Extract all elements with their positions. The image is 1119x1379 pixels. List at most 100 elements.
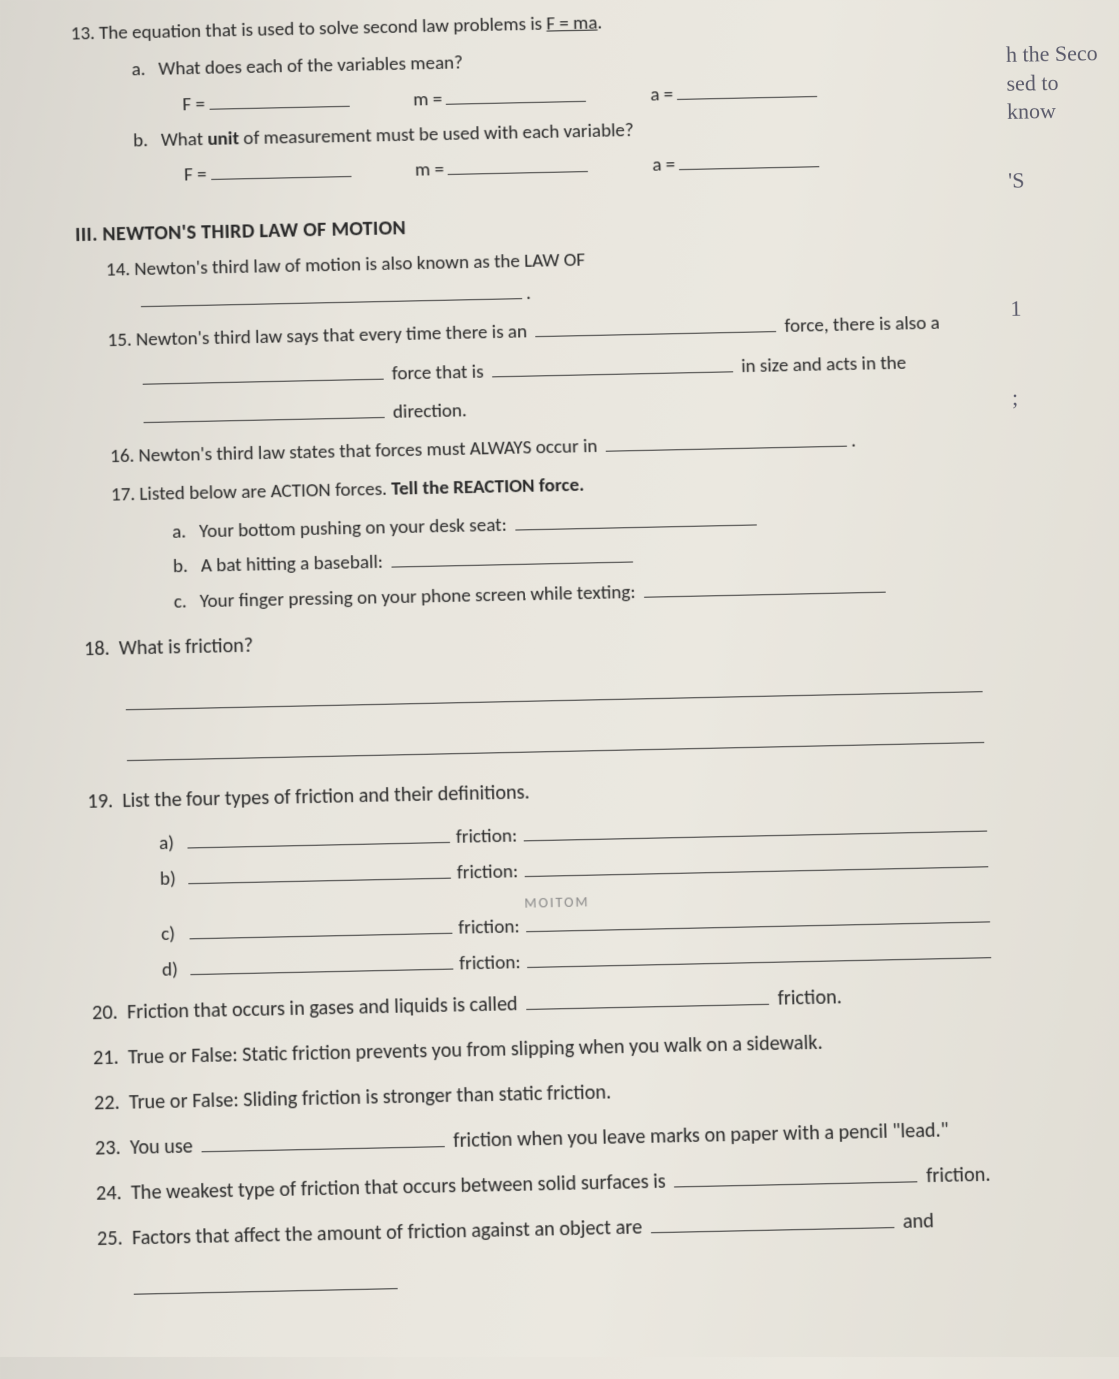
q19d-lbl: d) bbox=[162, 958, 191, 982]
q19-num: 19. bbox=[87, 789, 113, 814]
q17a-text: Your bottom pushing on your desk seat: bbox=[199, 513, 507, 543]
blank[interactable] bbox=[643, 573, 885, 597]
q24-num: 24. bbox=[96, 1181, 122, 1206]
q15-p1: Newton's third law says that every time … bbox=[136, 320, 528, 351]
q16-end: . bbox=[851, 429, 857, 452]
blank[interactable] bbox=[674, 1162, 918, 1188]
q13a-a-lbl: a = bbox=[650, 83, 674, 107]
q18: 18. What is friction? bbox=[84, 615, 981, 664]
blank[interactable] bbox=[535, 313, 776, 337]
q22-text: True or False: Sliding friction is stron… bbox=[129, 1080, 612, 1115]
q19d: d) friction: bbox=[91, 939, 992, 984]
q17-num: 17. bbox=[111, 483, 136, 507]
q23-p1: You use bbox=[130, 1134, 193, 1160]
blank[interactable] bbox=[524, 848, 989, 877]
q20-text: Friction that occurs in gases and liquid… bbox=[127, 992, 518, 1025]
q15-p4: in size and acts in the bbox=[741, 351, 907, 378]
q18-blank1[interactable] bbox=[125, 664, 982, 711]
q19-text: List the four types of friction and thei… bbox=[122, 780, 530, 813]
blank[interactable] bbox=[515, 506, 757, 530]
q21-num: 21. bbox=[93, 1045, 119, 1070]
blank[interactable] bbox=[141, 280, 523, 307]
blank[interactable] bbox=[523, 812, 987, 841]
q14-end: . bbox=[526, 282, 531, 305]
blank[interactable] bbox=[605, 428, 847, 452]
q13a-text: What does each of the variables mean? bbox=[158, 52, 463, 81]
margin-l5: 1 bbox=[1010, 293, 1119, 324]
q15-num: 15. bbox=[107, 329, 132, 353]
q13b-m: m = bbox=[415, 151, 593, 187]
q13b-label: b. bbox=[133, 129, 148, 152]
q17-text: Listed below are ACTION forces. bbox=[139, 478, 391, 507]
blank[interactable] bbox=[201, 1127, 445, 1153]
q20-num: 20. bbox=[92, 1000, 118, 1025]
blank[interactable] bbox=[189, 914, 452, 939]
blank[interactable] bbox=[187, 823, 450, 848]
q13-text: The equation that is used to solve secon… bbox=[99, 13, 547, 45]
q21-text: True or False: Static friction prevents … bbox=[128, 1030, 823, 1069]
q13b-F-lbl: F = bbox=[184, 163, 207, 187]
q17b-text: A bat hitting a baseball: bbox=[201, 551, 384, 578]
q13-num: 13. bbox=[71, 22, 96, 46]
q19-word: friction: bbox=[458, 915, 520, 940]
q25-text: Factors that affect the amount of fricti… bbox=[132, 1215, 643, 1251]
q13a-F: F = bbox=[182, 85, 353, 121]
q15-p3: force that is bbox=[392, 360, 484, 385]
q17a-lbl: a. bbox=[172, 520, 187, 544]
q18-num: 18. bbox=[84, 636, 110, 661]
q18-blank2[interactable] bbox=[126, 714, 984, 761]
blank[interactable] bbox=[679, 148, 820, 170]
q13b-F: F = bbox=[184, 156, 356, 192]
q24-text: The weakest type of friction that occurs… bbox=[131, 1169, 666, 1205]
q17b-lbl: b. bbox=[173, 555, 188, 579]
q13a-label: a. bbox=[131, 58, 145, 81]
spacer bbox=[1008, 193, 1119, 295]
blank[interactable] bbox=[526, 939, 991, 968]
blank[interactable] bbox=[526, 984, 769, 1010]
blank[interactable] bbox=[143, 399, 385, 423]
q13b-m-lbl: m = bbox=[415, 158, 445, 182]
q16-text: Newton's third law states that forces mu… bbox=[138, 435, 597, 468]
q13-period: . bbox=[597, 11, 602, 34]
q23-num: 23. bbox=[95, 1135, 121, 1160]
q18-text: What is friction? bbox=[119, 633, 254, 660]
blank[interactable] bbox=[210, 158, 351, 180]
q13b-a-lbl: a = bbox=[652, 154, 676, 178]
blank[interactable] bbox=[142, 360, 383, 384]
q13b-text: What unit of measurement must be used wi… bbox=[161, 119, 634, 152]
q17-bold: Tell the REACTION force. bbox=[391, 474, 585, 501]
q20: 20. Friction that occurs in gases and li… bbox=[92, 979, 993, 1029]
q19-word: friction: bbox=[457, 860, 519, 885]
q25-blank2[interactable] bbox=[133, 1262, 398, 1294]
q13-formula: F = ma bbox=[546, 11, 598, 35]
blank[interactable] bbox=[391, 543, 633, 567]
q14-num: 14. bbox=[106, 258, 131, 282]
blank[interactable] bbox=[448, 153, 589, 175]
q19-word: friction: bbox=[459, 951, 521, 976]
blank[interactable] bbox=[209, 87, 350, 109]
margin-l2: sed to bbox=[1006, 68, 1116, 99]
blank[interactable] bbox=[492, 353, 733, 377]
q15-p2: force, there is also a bbox=[784, 312, 940, 338]
q19: 19. List the four types of friction and … bbox=[87, 767, 986, 817]
q17c-text: Your finger pressing on your phone scree… bbox=[199, 580, 635, 613]
q25-and: and bbox=[903, 1209, 935, 1234]
q13b-a: a = bbox=[652, 146, 824, 182]
q24-end: friction. bbox=[926, 1162, 991, 1188]
blank[interactable] bbox=[190, 950, 453, 975]
q23-p2: friction when you leave marks on paper w… bbox=[453, 1118, 949, 1153]
blank[interactable] bbox=[446, 83, 587, 105]
q22: 22. True or False: Sliding friction is s… bbox=[94, 1069, 996, 1119]
blank[interactable] bbox=[677, 78, 818, 100]
q13a-a: a = bbox=[650, 76, 822, 112]
spacer bbox=[1007, 125, 1118, 167]
q20-end: friction. bbox=[777, 985, 842, 1011]
blank[interactable] bbox=[188, 859, 451, 884]
q14: 14. Newton's third law of motion is also… bbox=[76, 236, 970, 320]
margin-l3: know bbox=[1007, 96, 1117, 127]
blank[interactable] bbox=[650, 1207, 894, 1233]
q19-word: friction: bbox=[456, 824, 518, 849]
q15-p5: direction. bbox=[393, 399, 468, 424]
q24: 24. The weakest type of friction that oc… bbox=[96, 1159, 999, 1209]
margin-notes: h the Seco sed to know 'S 1 ; bbox=[996, 39, 1119, 413]
